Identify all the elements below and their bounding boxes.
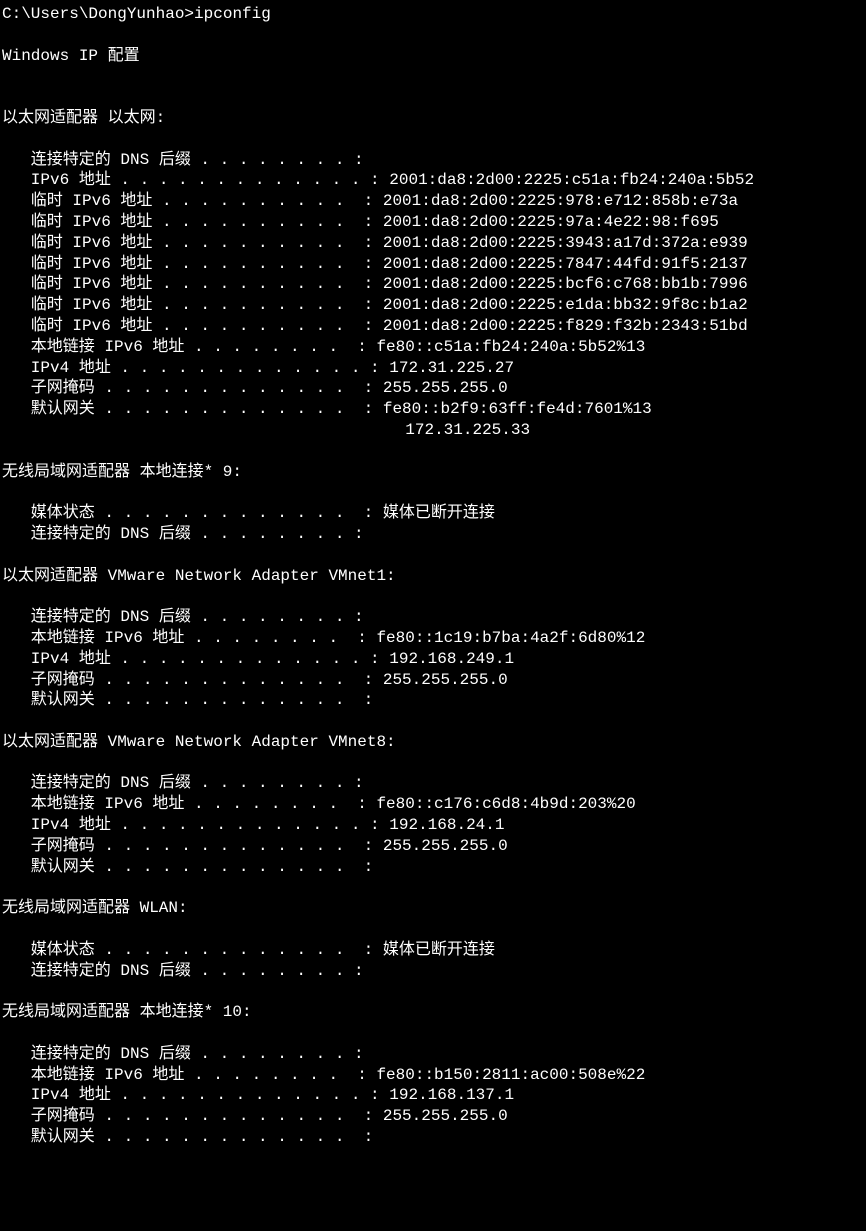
field-row: 默认网关 . . . . . . . . . . . . . : — [2, 857, 866, 878]
field-row: 连接特定的 DNS 后缀 . . . . . . . . : — [2, 773, 866, 794]
field-row: 临时 IPv6 地址 . . . . . . . . . . : 2001:da… — [2, 316, 866, 337]
field-row: 连接特定的 DNS 后缀 . . . . . . . . : — [2, 961, 866, 982]
field-row: IPv4 地址 . . . . . . . . . . . . . : 192.… — [2, 649, 866, 670]
field-row: 连接特定的 DNS 后缀 . . . . . . . . : — [2, 1044, 866, 1065]
adapter-title: 以太网适配器 VMware Network Adapter VMnet8: — [2, 732, 866, 753]
field-row: 临时 IPv6 地址 . . . . . . . . . . : 2001:da… — [2, 274, 866, 295]
field-row: 临时 IPv6 地址 . . . . . . . . . . : 2001:da… — [2, 254, 866, 275]
field-row: 本地链接 IPv6 地址 . . . . . . . . : fe80::1c1… — [2, 628, 866, 649]
adapter-title: 无线局域网适配器 本地连接* 9: — [2, 462, 866, 483]
adapter-title: 以太网适配器 以太网: — [2, 108, 866, 129]
field-row: 默认网关 . . . . . . . . . . . . . : fe80::b… — [2, 399, 866, 420]
ipconfig-header: Windows IP 配置 — [2, 46, 866, 67]
field-row: 临时 IPv6 地址 . . . . . . . . . . : 2001:da… — [2, 295, 866, 316]
adapter-title: 以太网适配器 VMware Network Adapter VMnet1: — [2, 566, 866, 587]
field-row: 默认网关 . . . . . . . . . . . . . : — [2, 690, 866, 711]
field-row: 默认网关 . . . . . . . . . . . . . : — [2, 1127, 866, 1148]
field-row: IPv4 地址 . . . . . . . . . . . . . : 172.… — [2, 358, 866, 379]
field-row: 本地链接 IPv6 地址 . . . . . . . . : fe80::c17… — [2, 794, 866, 815]
field-row: IPv4 地址 . . . . . . . . . . . . . : 192.… — [2, 815, 866, 836]
field-row: IPv4 地址 . . . . . . . . . . . . . : 192.… — [2, 1085, 866, 1106]
field-row: 连接特定的 DNS 后缀 . . . . . . . . : — [2, 524, 866, 545]
adapter-title: 无线局域网适配器 本地连接* 10: — [2, 1002, 866, 1023]
field-row: IPv6 地址 . . . . . . . . . . . . . : 2001… — [2, 170, 866, 191]
field-row: 临时 IPv6 地址 . . . . . . . . . . : 2001:da… — [2, 212, 866, 233]
field-row: 本地链接 IPv6 地址 . . . . . . . . : fe80::c51… — [2, 337, 866, 358]
field-row: 连接特定的 DNS 后缀 . . . . . . . . : — [2, 607, 866, 628]
field-row: 子网掩码 . . . . . . . . . . . . . : 255.255… — [2, 1106, 866, 1127]
terminal-output: C:\Users\DongYunhao>ipconfig Windows IP 配… — [0, 0, 866, 1169]
field-row: 子网掩码 . . . . . . . . . . . . . : 255.255… — [2, 670, 866, 691]
field-row: 临时 IPv6 地址 . . . . . . . . . . : 2001:da… — [2, 191, 866, 212]
adapter-title: 无线局域网适配器 WLAN: — [2, 898, 866, 919]
field-row: 连接特定的 DNS 后缀 . . . . . . . . : — [2, 150, 866, 171]
field-row: 媒体状态 . . . . . . . . . . . . . : 媒体已断开连接 — [2, 940, 866, 961]
field-row: 本地链接 IPv6 地址 . . . . . . . . : fe80::b15… — [2, 1065, 866, 1086]
field-continuation: 172.31.225.33 — [2, 420, 866, 441]
field-row: 媒体状态 . . . . . . . . . . . . . : 媒体已断开连接 — [2, 503, 866, 524]
field-row: 子网掩码 . . . . . . . . . . . . . : 255.255… — [2, 378, 866, 399]
field-row: 子网掩码 . . . . . . . . . . . . . : 255.255… — [2, 836, 866, 857]
prompt-line: C:\Users\DongYunhao>ipconfig — [2, 4, 866, 25]
field-row: 临时 IPv6 地址 . . . . . . . . . . : 2001:da… — [2, 233, 866, 254]
